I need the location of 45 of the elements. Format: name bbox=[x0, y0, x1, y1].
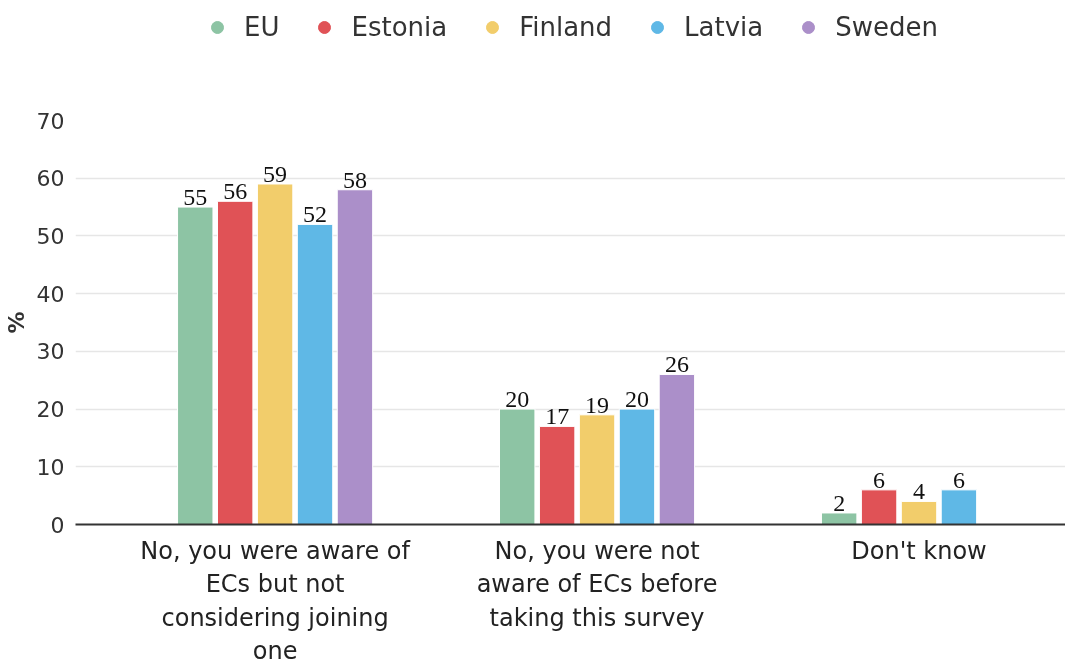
y-tick-label: 40 bbox=[36, 281, 65, 307]
data-label: 58 bbox=[342, 166, 367, 193]
bar bbox=[296, 223, 334, 525]
legend-label: Estonia bbox=[351, 12, 448, 42]
bar bbox=[499, 408, 536, 525]
bar bbox=[900, 500, 938, 525]
y-tick-label: 50 bbox=[36, 223, 65, 249]
data-label: 4 bbox=[913, 478, 926, 505]
data-label: 6 bbox=[952, 466, 965, 493]
bar bbox=[538, 425, 576, 525]
x-tick-label: No, you were not aware of ECs before taking this survey bbox=[476, 536, 718, 632]
y-tick-label: 60 bbox=[36, 166, 65, 192]
y-tick-label: 30 bbox=[36, 339, 65, 365]
legend-label: EU bbox=[244, 12, 280, 42]
data-label: 55 bbox=[183, 184, 208, 211]
bar bbox=[256, 183, 294, 525]
bar bbox=[618, 408, 656, 525]
data-label: 59 bbox=[263, 160, 288, 187]
y-tick-label: 20 bbox=[36, 397, 65, 423]
data-label: 6 bbox=[873, 466, 886, 493]
legend-label: Latvia bbox=[684, 12, 764, 42]
data-label: 20 bbox=[505, 386, 530, 413]
data-label: 52 bbox=[303, 201, 328, 228]
bar bbox=[820, 512, 858, 525]
data-label: 19 bbox=[585, 391, 610, 418]
bar bbox=[336, 189, 374, 525]
data-label: 17 bbox=[545, 403, 570, 430]
data-label: 26 bbox=[664, 351, 689, 378]
data-label: 20 bbox=[624, 386, 649, 413]
legend-label: Sweden bbox=[835, 12, 938, 42]
y-tick-label: 70 bbox=[36, 108, 65, 134]
y-tick-label: 0 bbox=[50, 512, 65, 538]
x-tick-label: Don't know bbox=[851, 536, 987, 565]
y-tick-label: 10 bbox=[36, 454, 65, 480]
data-label: 56 bbox=[223, 178, 248, 205]
y-axis-title: % bbox=[3, 311, 29, 334]
data-label: 2 bbox=[833, 489, 846, 516]
bar bbox=[216, 200, 254, 525]
bar bbox=[658, 373, 696, 525]
bar bbox=[860, 489, 898, 525]
x-tick-label: No, you were aware of ECs but not considering joining one bbox=[140, 536, 411, 666]
legend-label: Finland bbox=[519, 12, 613, 42]
bar bbox=[578, 414, 616, 525]
bar bbox=[177, 206, 214, 525]
bar bbox=[940, 489, 978, 525]
